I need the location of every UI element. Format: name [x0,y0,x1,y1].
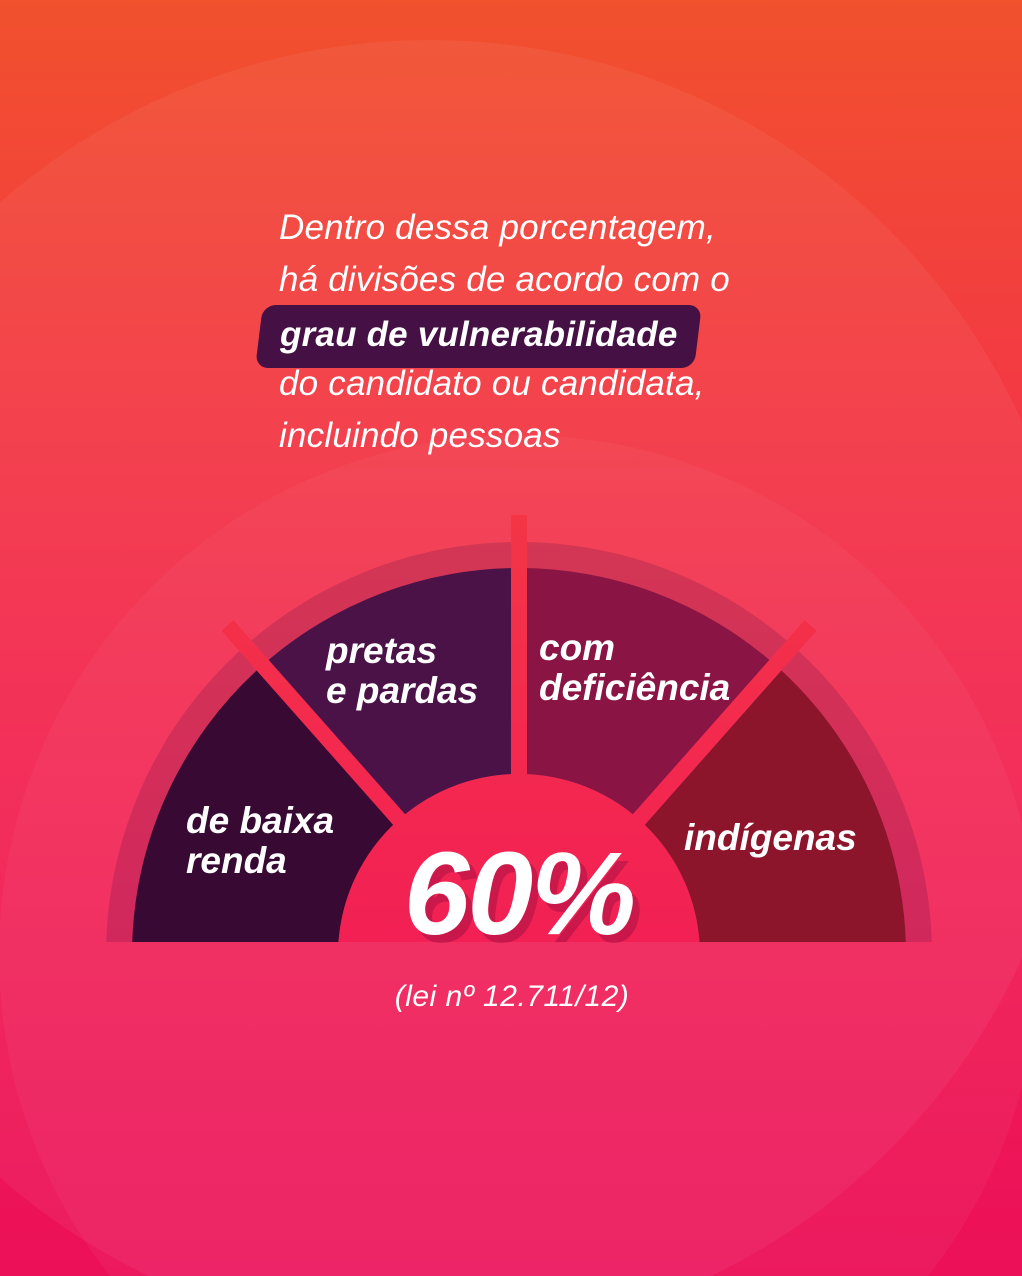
segment-label-line: renda [186,840,287,881]
segment-label-line: deficiência [539,667,731,708]
segment-com-deficiencia [519,568,776,820]
center-value: 60% [403,828,636,960]
highlight-pill: grau de vulnerabilidade [255,305,703,368]
segment-label-de-baixa-renda: de baixa renda [186,801,334,881]
gauge-center-dome [338,774,700,942]
center-caption: (lei nº 12.711/12) [394,980,630,1013]
segment-label-line: pretas [326,630,438,671]
segment-label-pretas-e-pardas: pretas e pardas [326,631,478,711]
segment-label-line: com [539,627,616,668]
segment-label-line: e pardas [326,670,479,711]
segment-pretas-e-pardas [262,568,519,820]
intro-text: Dentro dessa porcentagem, há divisões de… [255,202,730,462]
segment-label-line: de baixa [186,800,335,841]
segment-label-line: indígenas [684,817,857,858]
segment-de-baixa-renda [132,665,400,942]
intro-line-5: incluindo pessoas [279,416,561,455]
segment-label-indigenas: indígenas [684,818,857,858]
intro-line-2: há divisões de acordo com o [279,260,730,299]
gauge-segments [132,568,906,942]
segment-label-com-deficiencia: com deficiência [539,628,730,708]
intro-line-4: do candidato ou candidata, [279,364,705,403]
intro-line-1: Dentro dessa porcentagem, [279,208,716,247]
highlight-text: grau de vulnerabilidade [280,315,678,354]
segment-indigenas [638,665,906,942]
intro-line-3: grau de vulnerabilidade [255,305,730,368]
